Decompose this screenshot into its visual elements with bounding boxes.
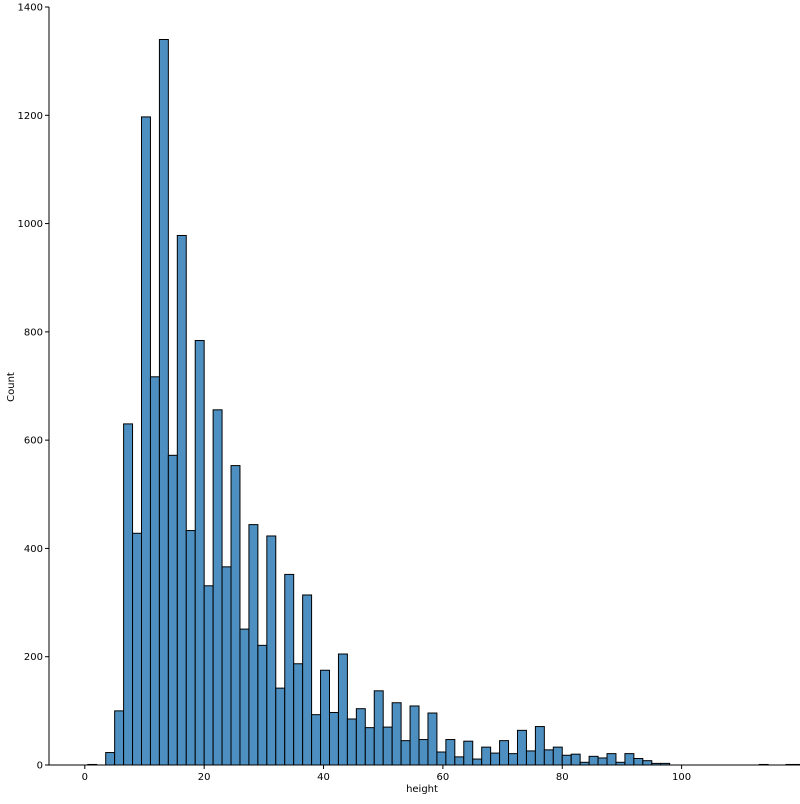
y-tick-label: 600: [24, 436, 43, 447]
histogram-bar: [373, 690, 384, 766]
y-tick-label: 400: [24, 544, 43, 555]
histogram-bar: [400, 740, 411, 766]
histogram-bar: [320, 669, 330, 766]
histogram-bar: [427, 712, 438, 766]
histogram-bar: [481, 746, 492, 766]
histogram-bar: [364, 727, 375, 766]
histogram-bar: [418, 739, 429, 766]
histogram-bar: [158, 38, 169, 766]
histogram-bar: [105, 752, 116, 766]
histogram-bar: [149, 376, 160, 766]
histogram-bar: [212, 409, 223, 766]
histogram-bar: [633, 758, 644, 766]
histogram-bar: [311, 714, 322, 766]
histogram-bar: [337, 653, 348, 766]
y-tick-label: 1200: [18, 111, 43, 122]
y-tick-label: 1000: [18, 219, 43, 230]
histogram-bar: [570, 753, 581, 766]
histogram-bar: [257, 644, 268, 766]
histogram-bar: [391, 702, 402, 766]
histogram-bar: [463, 740, 474, 766]
histogram-bar: [114, 710, 125, 766]
histogram-bar: [284, 573, 295, 766]
histogram-bar: [472, 758, 483, 766]
histogram-bar: [266, 535, 277, 766]
x-tick-label: 0: [82, 772, 88, 783]
histogram-bar: [302, 594, 313, 766]
y-tick-label: 200: [24, 652, 43, 663]
histogram-bar: [606, 753, 617, 766]
histogram-bar: [185, 530, 196, 766]
histogram-bar: [221, 566, 232, 766]
y-tick-label: 1400: [18, 3, 43, 14]
histogram-bar: [436, 751, 447, 766]
histogram-bar: [132, 532, 143, 766]
histogram-bar: [642, 760, 653, 766]
histogram-bar: [230, 465, 241, 766]
histogram-bar: [543, 749, 554, 766]
x-axis-label: height: [406, 784, 438, 795]
histogram-bar: [499, 740, 510, 766]
histogram-bar: [516, 729, 527, 766]
histogram-bar: [382, 726, 393, 766]
histogram-bar: [194, 340, 205, 766]
histogram-bar: [293, 663, 304, 766]
x-tick-label: 20: [198, 772, 211, 783]
histogram-bar: [409, 705, 420, 766]
histogram-bar: [355, 708, 366, 766]
histogram-bar: [534, 726, 545, 766]
histogram-bar: [552, 746, 563, 766]
histogram-bar: [275, 687, 286, 766]
histogram-bar: [794, 763, 800, 766]
x-tick-label: 40: [317, 772, 330, 783]
histogram-bar: [141, 116, 151, 766]
y-tick-label: 0: [37, 761, 43, 772]
histogram-bar: [454, 756, 465, 766]
histogram-bar: [624, 753, 635, 766]
histogram-bar: [248, 524, 259, 766]
histogram-bar: [167, 454, 178, 766]
histogram-bar: [123, 423, 134, 766]
x-tick-label: 100: [672, 772, 691, 783]
histogram-bar: [445, 739, 456, 766]
histogram-bar: [490, 752, 501, 766]
histogram-bar: [176, 234, 187, 766]
x-tick-label: 80: [556, 772, 569, 783]
histogram-bar: [597, 757, 608, 766]
histogram-bar: [561, 754, 572, 766]
histogram-bar: [525, 750, 536, 766]
bars-layer: [87, 38, 800, 766]
histogram-bar: [239, 628, 250, 766]
histogram-bar: [203, 585, 214, 766]
y-tick-label: 800: [24, 327, 43, 338]
histogram-bar: [346, 718, 357, 766]
y-axis-label: Count: [6, 372, 17, 402]
histogram-bar: [329, 711, 339, 766]
x-tick-label: 60: [437, 772, 450, 783]
histogram-bar: [588, 755, 599, 766]
histogram-bar: [508, 753, 518, 766]
